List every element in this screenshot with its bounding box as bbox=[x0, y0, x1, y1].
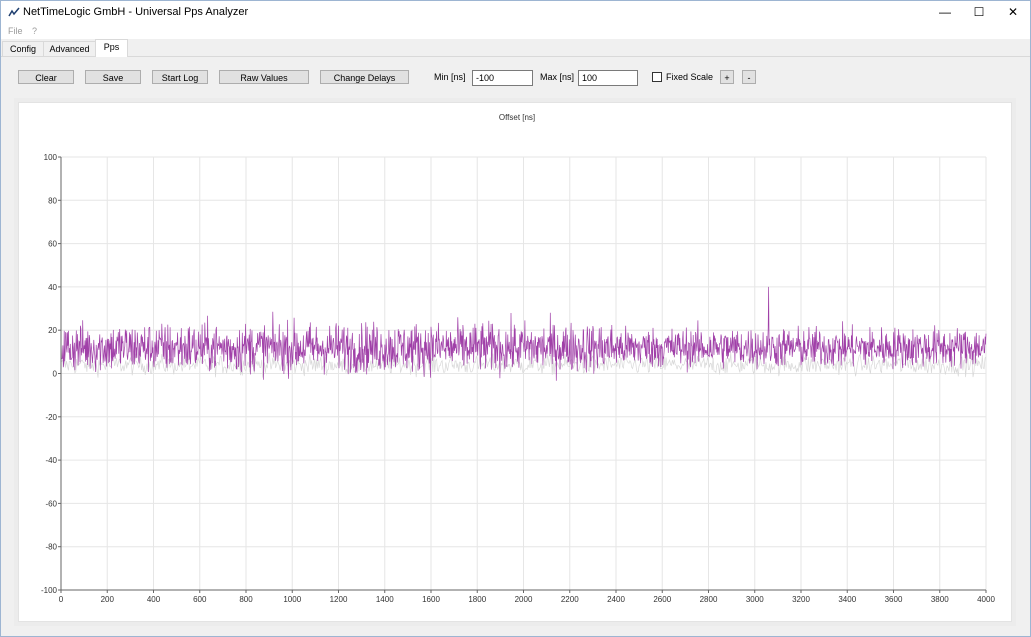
min-label: Min [ns] bbox=[434, 72, 466, 82]
y-tick-label: 20 bbox=[48, 326, 57, 335]
series-line-secondary bbox=[60, 352, 987, 378]
x-tick-label: 2000 bbox=[515, 595, 533, 604]
x-tick-label: 400 bbox=[147, 595, 161, 604]
x-tick-label: 1200 bbox=[330, 595, 348, 604]
menu-help[interactable]: ? bbox=[32, 26, 38, 36]
x-tick-label: 2200 bbox=[561, 595, 579, 604]
x-tick-label: 3600 bbox=[885, 595, 903, 604]
change-delays-button[interactable]: Change Delays bbox=[320, 70, 409, 84]
x-tick-label: 1800 bbox=[468, 595, 486, 604]
x-tick-label: 600 bbox=[193, 595, 207, 604]
y-tick-label: 60 bbox=[48, 240, 57, 249]
offset-chart: Offset [ns] 0 200 400 600 800 1000 1200 1400 160… bbox=[18, 102, 1012, 622]
offset-chart-svg: Offset [ns] 0 200 400 600 800 1000 1200 1400 160… bbox=[41, 113, 995, 604]
close-button[interactable]: ✕ bbox=[1007, 5, 1019, 19]
y-tick-label: -80 bbox=[45, 543, 57, 552]
chart-title: Offset [ns] bbox=[499, 113, 535, 122]
x-tick-label: 4000 bbox=[977, 595, 995, 604]
y-tick-label: -40 bbox=[45, 456, 57, 465]
x-tick-label: 2400 bbox=[607, 595, 625, 604]
x-tick-label: 3200 bbox=[792, 595, 810, 604]
minimize-button[interactable]: — bbox=[939, 5, 951, 19]
x-tick-label: 1000 bbox=[283, 595, 301, 604]
y-tick-label: -100 bbox=[41, 586, 58, 595]
tab-pps[interactable]: Pps bbox=[95, 39, 128, 57]
maximize-button[interactable]: ☐ bbox=[973, 5, 985, 19]
y-tick-label: -60 bbox=[45, 499, 57, 508]
y-tick-label: 40 bbox=[48, 283, 57, 292]
y-tick-label: 80 bbox=[48, 196, 57, 205]
menu-file[interactable]: File bbox=[8, 26, 23, 36]
save-button[interactable]: Save bbox=[85, 70, 141, 84]
zoom-in-button[interactable]: + bbox=[720, 70, 734, 84]
x-tick-label: 3400 bbox=[838, 595, 856, 604]
x-tick-label: 200 bbox=[101, 595, 115, 604]
x-tick-label: 3800 bbox=[931, 595, 949, 604]
y-tick-label: 0 bbox=[53, 370, 58, 379]
x-tick-label: 800 bbox=[239, 595, 253, 604]
x-tick-label: 2800 bbox=[700, 595, 718, 604]
x-tick-label: 1600 bbox=[422, 595, 440, 604]
series-line-offset bbox=[60, 286, 987, 381]
x-tick-label: 3000 bbox=[746, 595, 764, 604]
min-input[interactable] bbox=[472, 70, 533, 86]
menu-bar: File ? bbox=[1, 23, 1030, 39]
max-input[interactable] bbox=[578, 70, 638, 86]
start-log-button[interactable]: Start Log bbox=[152, 70, 208, 84]
y-tick-label: -20 bbox=[45, 413, 57, 422]
max-label: Max [ns] bbox=[540, 72, 575, 82]
zoom-out-button[interactable]: - bbox=[742, 70, 756, 84]
raw-values-button[interactable]: Raw Values bbox=[219, 70, 309, 84]
app-logo-icon bbox=[8, 7, 20, 17]
fixed-scale-label: Fixed Scale bbox=[666, 72, 714, 82]
y-tick-label: 100 bbox=[44, 153, 58, 162]
pps-panel: Clear Save Start Log Raw Values Change D… bbox=[1, 57, 1030, 636]
x-tick-label: 0 bbox=[59, 595, 64, 604]
tab-config[interactable]: Config bbox=[2, 41, 44, 56]
fixed-scale-checkbox[interactable] bbox=[652, 72, 662, 82]
tab-bar: Config Advanced Pps bbox=[1, 39, 1030, 57]
x-tick-label: 2600 bbox=[653, 595, 671, 604]
tab-advanced[interactable]: Advanced bbox=[43, 41, 96, 56]
window-title: NetTimeLogic GmbH - Universal Pps Analyz… bbox=[23, 6, 249, 18]
clear-button[interactable]: Clear bbox=[18, 70, 74, 84]
x-tick-label: 1400 bbox=[376, 595, 394, 604]
title-bar: NetTimeLogic GmbH - Universal Pps Analyz… bbox=[1, 1, 1030, 23]
